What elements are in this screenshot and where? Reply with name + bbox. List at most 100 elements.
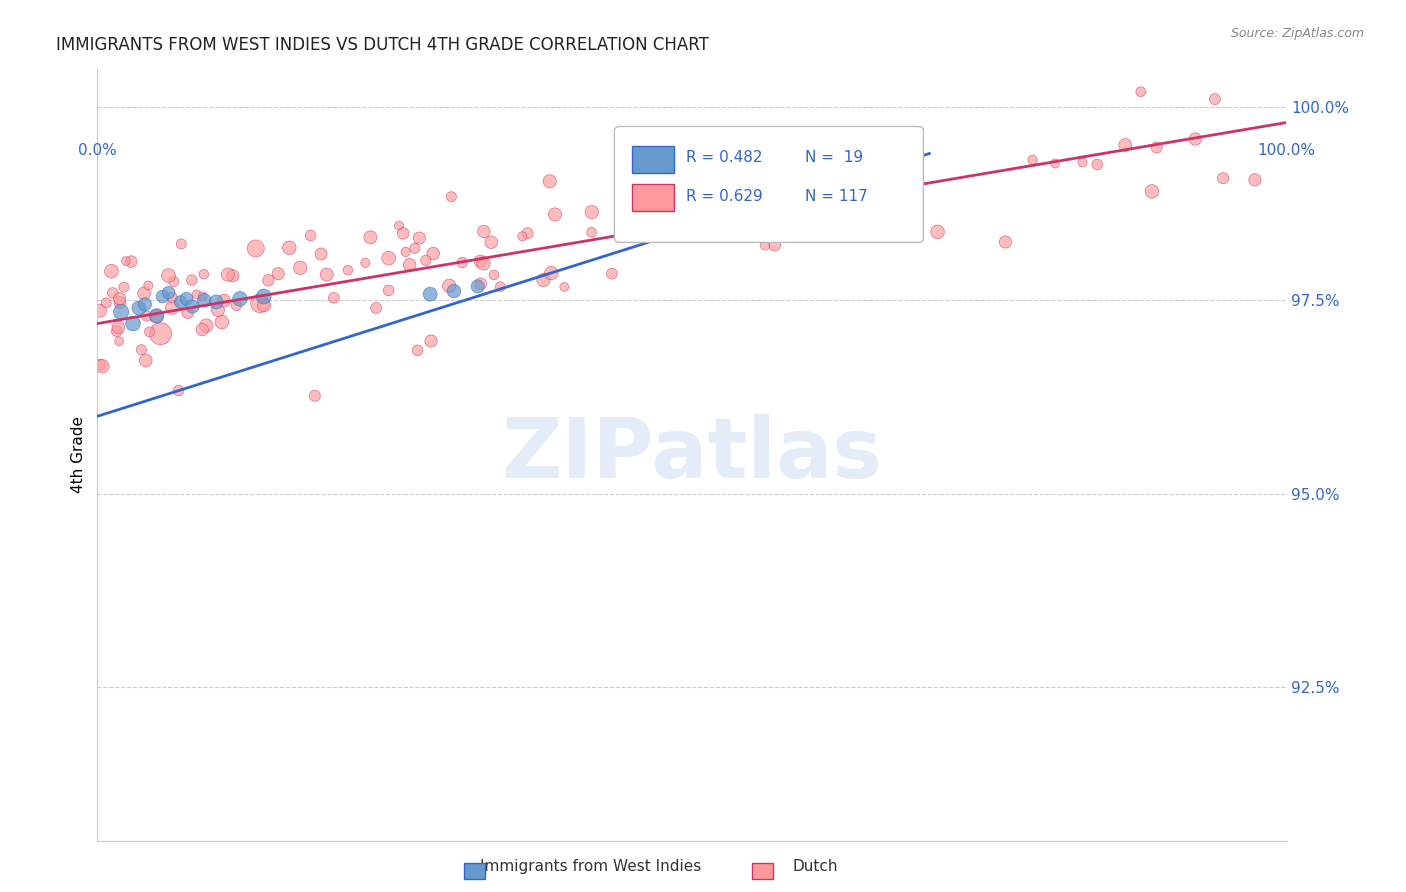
- Point: [107, 320, 129, 334]
- Text: N = 117: N = 117: [804, 188, 868, 203]
- Point: [193, 293, 215, 308]
- Point: [191, 323, 214, 337]
- Point: [136, 278, 159, 293]
- Point: [322, 291, 344, 305]
- Point: [776, 181, 799, 195]
- Point: [309, 247, 332, 261]
- Point: [134, 297, 156, 311]
- Point: [249, 296, 271, 310]
- Point: [257, 273, 280, 287]
- Point: [398, 258, 420, 272]
- Point: [108, 292, 131, 306]
- Text: 100.0%: 100.0%: [1257, 144, 1315, 159]
- Point: [229, 292, 252, 306]
- Point: [170, 236, 193, 251]
- Point: [152, 289, 174, 303]
- Point: [404, 241, 426, 255]
- Point: [146, 309, 169, 323]
- Text: R = 0.482: R = 0.482: [686, 150, 762, 165]
- Point: [738, 194, 761, 209]
- Point: [180, 273, 202, 287]
- Text: Immigrants from West Indies: Immigrants from West Indies: [479, 859, 702, 874]
- Point: [217, 268, 239, 282]
- Point: [120, 254, 142, 268]
- Point: [160, 290, 183, 304]
- Point: [89, 303, 111, 318]
- Point: [752, 190, 775, 204]
- Point: [679, 216, 702, 230]
- Point: [207, 303, 229, 318]
- Point: [1140, 185, 1163, 199]
- Point: [169, 294, 191, 309]
- Point: [408, 231, 430, 245]
- Point: [451, 255, 474, 269]
- Point: [131, 343, 153, 357]
- Point: [544, 207, 567, 221]
- Point: [108, 295, 131, 310]
- Point: [1212, 171, 1234, 186]
- Point: [994, 235, 1017, 249]
- Point: [553, 280, 575, 294]
- Point: [138, 325, 160, 339]
- Text: Source: ZipAtlas.com: Source: ZipAtlas.com: [1230, 27, 1364, 40]
- Point: [267, 267, 290, 281]
- Point: [193, 267, 215, 281]
- Point: [470, 277, 492, 291]
- Point: [835, 173, 858, 187]
- Y-axis label: 4th Grade: 4th Grade: [72, 417, 86, 493]
- Point: [440, 190, 463, 204]
- Point: [191, 289, 214, 303]
- Text: Dutch: Dutch: [793, 859, 838, 874]
- Point: [718, 186, 741, 201]
- Point: [799, 200, 821, 214]
- Point: [538, 174, 561, 188]
- Point: [1043, 156, 1066, 170]
- Point: [253, 289, 276, 303]
- Text: ZIPatlas: ZIPatlas: [501, 415, 882, 495]
- Point: [128, 301, 150, 315]
- Point: [872, 230, 894, 244]
- FancyBboxPatch shape: [633, 185, 673, 211]
- Point: [1244, 173, 1267, 187]
- Point: [422, 246, 444, 260]
- Point: [186, 287, 208, 301]
- Point: [1071, 155, 1094, 169]
- Point: [510, 229, 533, 244]
- Point: [377, 284, 399, 298]
- Point: [394, 244, 416, 259]
- Point: [134, 286, 156, 301]
- Point: [253, 298, 276, 312]
- Point: [489, 279, 512, 293]
- Point: [406, 343, 429, 358]
- Point: [772, 158, 794, 172]
- Point: [794, 201, 817, 215]
- Point: [420, 334, 443, 348]
- Point: [135, 309, 157, 323]
- Point: [359, 230, 381, 244]
- Point: [157, 285, 180, 300]
- Text: IMMIGRANTS FROM WEST INDIES VS DUTCH 4TH GRADE CORRELATION CHART: IMMIGRANTS FROM WEST INDIES VS DUTCH 4TH…: [56, 36, 709, 54]
- Point: [754, 238, 776, 252]
- Point: [304, 389, 326, 403]
- Point: [354, 256, 377, 270]
- Point: [581, 205, 603, 219]
- Point: [1085, 157, 1108, 171]
- Point: [479, 235, 502, 250]
- Point: [212, 293, 235, 308]
- Point: [366, 301, 388, 315]
- Text: 0.0%: 0.0%: [77, 144, 117, 159]
- Point: [245, 242, 267, 256]
- Point: [315, 268, 337, 282]
- Point: [112, 280, 135, 294]
- Point: [149, 326, 172, 341]
- Point: [91, 359, 114, 374]
- Text: N =  19: N = 19: [804, 150, 863, 165]
- FancyBboxPatch shape: [633, 145, 673, 173]
- Point: [89, 358, 111, 372]
- Point: [1114, 138, 1136, 153]
- Point: [122, 317, 145, 331]
- Point: [581, 225, 603, 239]
- Point: [114, 254, 136, 268]
- Point: [225, 298, 247, 312]
- Point: [392, 227, 415, 241]
